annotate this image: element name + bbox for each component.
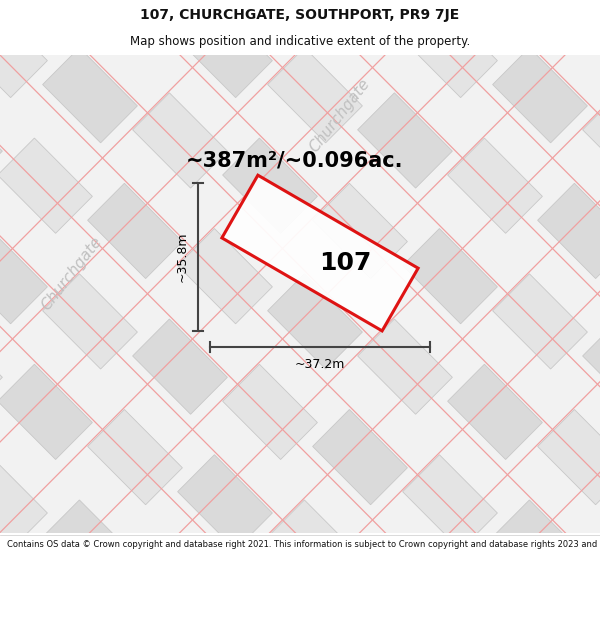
Polygon shape (538, 0, 600, 52)
Polygon shape (313, 0, 407, 52)
Polygon shape (583, 319, 600, 414)
Text: ~35.8m: ~35.8m (176, 232, 188, 282)
Polygon shape (313, 409, 407, 505)
Polygon shape (0, 93, 2, 188)
Polygon shape (448, 591, 542, 625)
Polygon shape (0, 319, 2, 414)
Polygon shape (223, 138, 317, 233)
Polygon shape (0, 0, 92, 7)
Polygon shape (88, 183, 182, 279)
Polygon shape (403, 229, 497, 324)
Polygon shape (448, 0, 542, 7)
Polygon shape (0, 364, 92, 459)
Polygon shape (178, 229, 272, 324)
Polygon shape (178, 455, 272, 550)
Polygon shape (583, 545, 600, 625)
Text: Map shows position and indicative extent of the property.: Map shows position and indicative extent… (130, 35, 470, 48)
Polygon shape (133, 319, 227, 414)
Polygon shape (448, 138, 542, 233)
Polygon shape (222, 175, 418, 331)
Polygon shape (223, 364, 317, 459)
Polygon shape (403, 2, 497, 98)
Text: Churchgate: Churchgate (39, 234, 105, 312)
Polygon shape (223, 591, 317, 625)
Polygon shape (133, 545, 227, 625)
Polygon shape (43, 48, 137, 143)
Polygon shape (448, 364, 542, 459)
Polygon shape (268, 48, 362, 143)
Polygon shape (358, 319, 452, 414)
Polygon shape (223, 0, 317, 7)
Polygon shape (493, 500, 587, 595)
Polygon shape (0, 2, 47, 98)
Text: Churchgate: Churchgate (307, 76, 373, 155)
Polygon shape (43, 500, 137, 595)
Polygon shape (403, 455, 497, 550)
Polygon shape (493, 274, 587, 369)
Polygon shape (268, 274, 362, 369)
Polygon shape (0, 138, 92, 233)
Polygon shape (133, 93, 227, 188)
Polygon shape (0, 591, 92, 625)
Text: ~387m²/~0.096ac.: ~387m²/~0.096ac. (186, 151, 404, 171)
Polygon shape (268, 500, 362, 595)
Polygon shape (313, 183, 407, 279)
Polygon shape (538, 183, 600, 279)
Text: 107: 107 (319, 251, 371, 275)
Polygon shape (88, 0, 182, 52)
Polygon shape (0, 545, 2, 625)
Text: ~37.2m: ~37.2m (295, 358, 345, 371)
Polygon shape (0, 455, 47, 550)
Polygon shape (0, 229, 47, 324)
Polygon shape (88, 409, 182, 505)
Polygon shape (43, 274, 137, 369)
Polygon shape (538, 409, 600, 505)
Polygon shape (358, 545, 452, 625)
Text: 107, CHURCHGATE, SOUTHPORT, PR9 7JE: 107, CHURCHGATE, SOUTHPORT, PR9 7JE (140, 8, 460, 22)
Polygon shape (493, 48, 587, 143)
Polygon shape (583, 93, 600, 188)
Text: Contains OS data © Crown copyright and database right 2021. This information is : Contains OS data © Crown copyright and d… (7, 540, 600, 549)
Polygon shape (178, 2, 272, 98)
Polygon shape (358, 93, 452, 188)
